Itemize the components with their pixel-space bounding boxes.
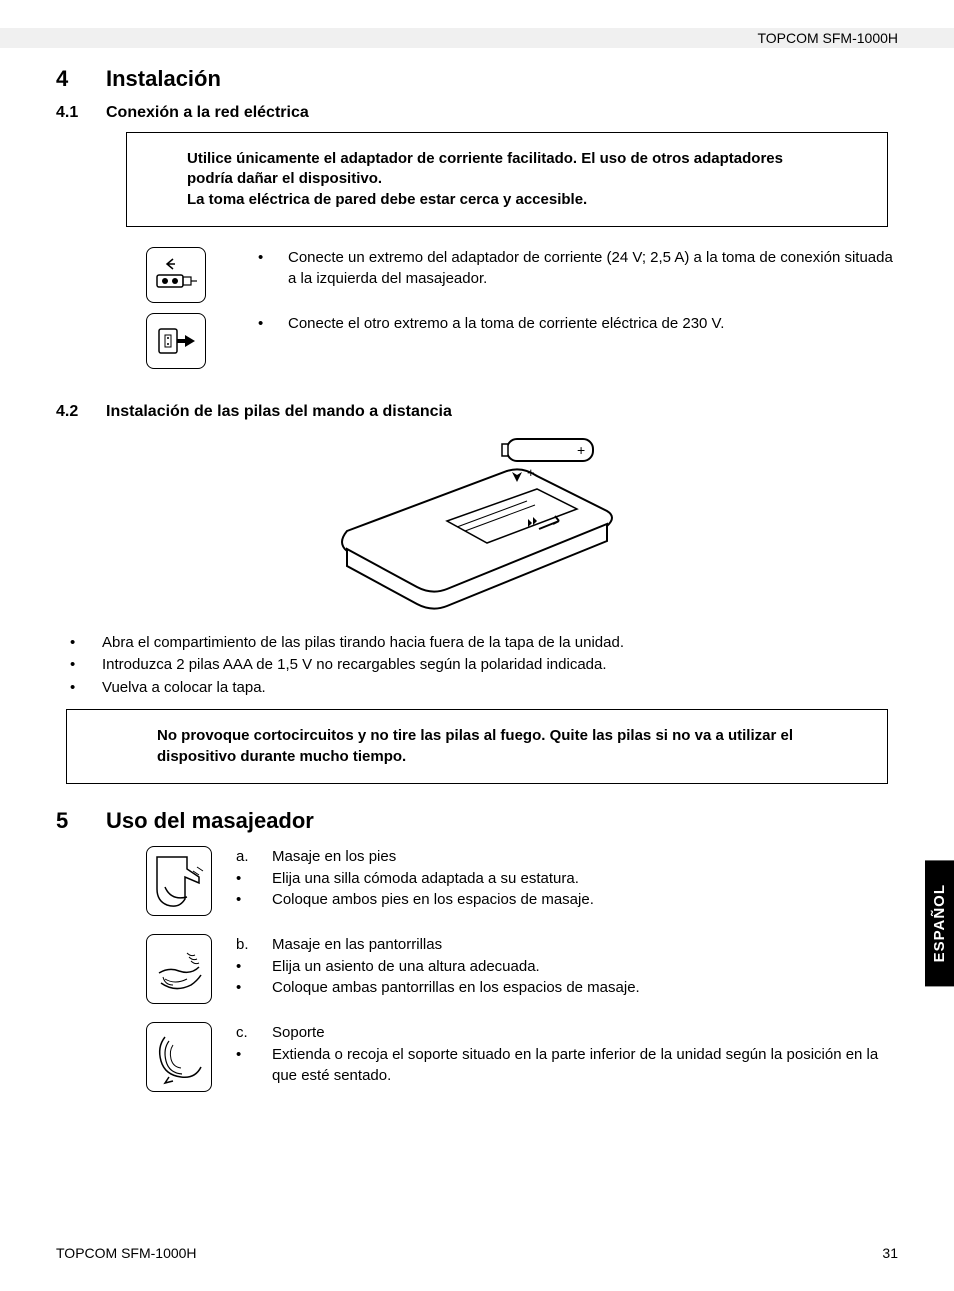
footer-page-number: 31 [882, 1245, 898, 1261]
language-tab: ESPAÑOL [925, 860, 954, 986]
battery-steps-list: •Abra el compartimiento de las pilas tir… [70, 632, 898, 700]
section-4-1-number: 4.1 [56, 104, 106, 122]
usage-row-c: c.Soporte Extienda o recoja el soporte s… [146, 1022, 898, 1092]
connection-icons-column [146, 247, 226, 379]
usage-a-bullet-1: Elija una silla cómoda adaptada a su est… [236, 868, 594, 890]
section-4-title: Instalación [106, 66, 221, 92]
section-4-2-heading: 4.2 Instalación de las pilas del mando a… [56, 403, 898, 421]
section-4-2-title: Instalación de las pilas del mando a dis… [106, 403, 452, 421]
usage-row-b: b.Masaje en las pantorrillas Elija un as… [146, 934, 898, 1004]
connection-text-column: Conecte un extremo del adaptador de corr… [254, 247, 898, 358]
battery-step-1: •Abra el compartimiento de las pilas tir… [70, 632, 898, 655]
section-5-number: 5 [56, 808, 106, 834]
battery-step-3: •Vuelva a colocar la tapa. [70, 677, 898, 700]
usage-b-bullet-1: Elija un asiento de una altura adecuada. [236, 956, 640, 978]
usage-c-title: Soporte [272, 1024, 325, 1041]
svg-text:+: + [527, 465, 535, 480]
usage-a-letter: a. [236, 846, 272, 868]
connection-bullet-1: Conecte un extremo del adaptador de corr… [254, 247, 898, 289]
svg-text:+: + [577, 442, 585, 458]
warning-line-1: Utilice únicamente el adaptador de corri… [187, 149, 827, 190]
battery-installation-figure: + + [56, 431, 898, 616]
warning-box-adapter: Utilice únicamente el adaptador de corri… [126, 132, 888, 227]
usage-row-a: a.Masaje en los pies Elija una silla cóm… [146, 846, 898, 916]
battery-step-2: •Introduzca 2 pilas AAA de 1,5 V no reca… [70, 654, 898, 677]
warning-line-2: La toma eléctrica de pared debe estar ce… [187, 190, 827, 210]
support-stand-icon [146, 1022, 212, 1092]
usage-c-letter: c. [236, 1022, 272, 1044]
section-4-number: 4 [56, 66, 106, 92]
usage-a-bullet-2: Coloque ambos pies en los espacios de ma… [236, 889, 594, 911]
wall-outlet-icon [146, 313, 206, 369]
connection-instructions: Conecte un extremo del adaptador de corr… [146, 247, 898, 379]
usage-b-text: b.Masaje en las pantorrillas Elija un as… [236, 934, 640, 999]
manual-page: TOPCOM SFM-1000H 4 Instalación 4.1 Conex… [0, 0, 954, 1291]
footer-product: TOPCOM SFM-1000H [56, 1245, 197, 1261]
usage-b-letter: b. [236, 934, 272, 956]
section-4-1-heading: 4.1 Conexión a la red eléctrica [56, 104, 898, 122]
battery-warning-text: No provoque cortocircuitos y no tire las… [157, 727, 793, 764]
usage-c-bullet-1: Extienda o recoja el soporte situado en … [236, 1044, 898, 1088]
section-5-title: Uso del masajeador [106, 808, 314, 834]
page-footer: TOPCOM SFM-1000H 31 [56, 1245, 898, 1261]
section-4-1-title: Conexión a la red eléctrica [106, 104, 309, 122]
section-5-heading: 5 Uso del masajeador [56, 808, 898, 834]
section-4-2-number: 4.2 [56, 403, 106, 421]
device-port-icon [146, 247, 206, 303]
connection-bullet-2: Conecte el otro extremo a la toma de cor… [254, 313, 898, 334]
product-header: TOPCOM SFM-1000H [757, 30, 898, 46]
usage-b-title: Masaje en las pantorrillas [272, 936, 442, 953]
feet-massage-icon [146, 846, 212, 916]
usage-c-text: c.Soporte Extienda o recoja el soporte s… [236, 1022, 898, 1087]
warning-box-batteries: No provoque cortocircuitos y no tire las… [66, 709, 888, 784]
usage-a-text: a.Masaje en los pies Elija una silla cóm… [236, 846, 594, 911]
page-header-bar: TOPCOM SFM-1000H [0, 28, 954, 48]
usage-b-bullet-2: Coloque ambas pantorrillas en los espaci… [236, 977, 640, 999]
section-4-heading: 4 Instalación [56, 66, 898, 92]
calf-massage-icon [146, 934, 212, 1004]
usage-a-title: Masaje en los pies [272, 848, 396, 865]
